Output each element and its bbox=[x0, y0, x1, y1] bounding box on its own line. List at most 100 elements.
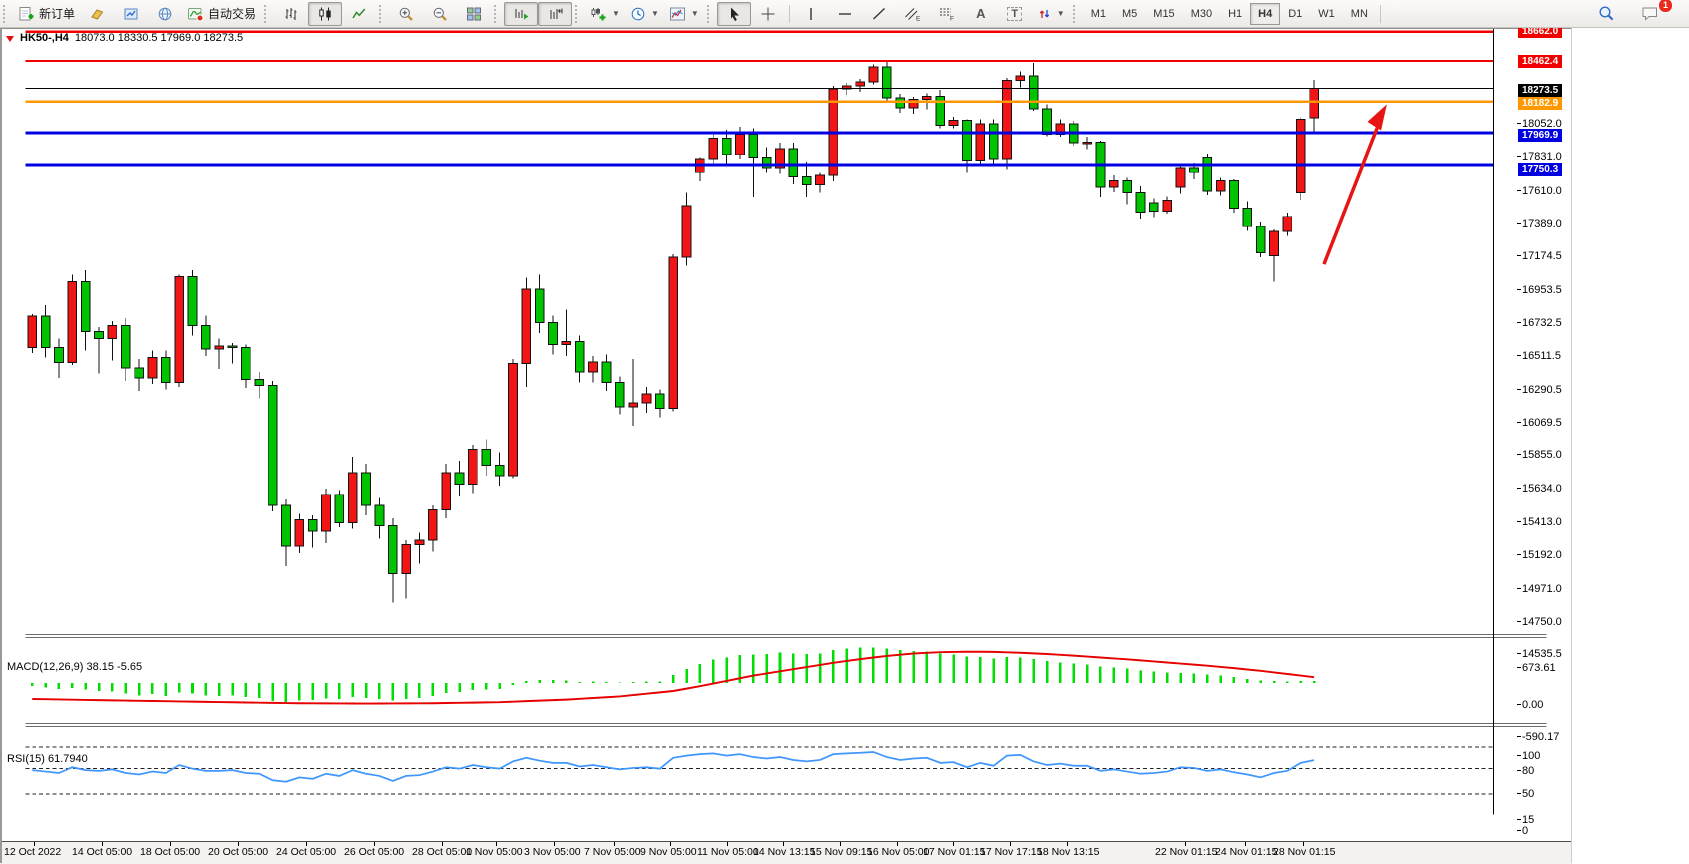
time-tick-mark bbox=[1303, 842, 1304, 846]
price-tick: 14535.5 bbox=[1517, 648, 1562, 661]
trendline-button[interactable] bbox=[862, 2, 896, 26]
price-tick: 16069.5 bbox=[1517, 416, 1562, 429]
arrows-tool-icon bbox=[1037, 6, 1052, 22]
timeframe-button-mn[interactable]: MN bbox=[1350, 7, 1368, 20]
timeframe-button-h1[interactable]: H1 bbox=[1228, 7, 1243, 20]
toolbar-grip bbox=[379, 4, 384, 23]
autotrading-icon bbox=[187, 6, 204, 22]
time-tick-label: 18 Nov 13:15 bbox=[1037, 846, 1100, 858]
price-tick: 14971.0 bbox=[1517, 582, 1562, 595]
new-chart-dropdown[interactable]: ▼ bbox=[585, 2, 625, 26]
chat-button[interactable]: 1 bbox=[1633, 0, 1673, 26]
price-level-badge-red: 18462.4 bbox=[1518, 55, 1563, 69]
rsi-line bbox=[32, 751, 1315, 783]
horizontal-line-icon bbox=[837, 6, 853, 22]
tile-windows-button[interactable] bbox=[457, 2, 491, 26]
rsi-tick: 50 bbox=[1516, 787, 1535, 800]
time-tick-label: 1 Nov 05:00 bbox=[466, 846, 523, 858]
equidistant-channel-button[interactable]: E bbox=[896, 2, 930, 26]
time-tick-mark bbox=[306, 842, 307, 846]
price-level-badge-blue: 17750.3 bbox=[1518, 162, 1563, 176]
time-tick-mark bbox=[727, 842, 728, 846]
time-tick-label: 26 Oct 05:00 bbox=[344, 846, 405, 858]
toolbar-grip bbox=[3, 4, 8, 23]
symbol-period-label: HK50-,H4 bbox=[20, 32, 69, 44]
price-tick: 15855.0 bbox=[1517, 449, 1562, 462]
price-tick: 17389.0 bbox=[1517, 217, 1562, 230]
timeframe-button-w1[interactable]: W1 bbox=[1318, 7, 1335, 20]
new-order-button[interactable]: 新订单 bbox=[13, 2, 80, 26]
text-tool-button[interactable]: A bbox=[964, 2, 998, 26]
autotrading-button[interactable]: 自动交易 bbox=[182, 2, 261, 26]
timeframe-button-m5[interactable]: M5 bbox=[1122, 7, 1138, 20]
text-label-icon: T bbox=[1007, 6, 1023, 21]
text-label-tool-button[interactable]: T bbox=[998, 2, 1032, 26]
time-tick-label: 9 Nov 05:00 bbox=[640, 846, 697, 858]
price-tick: 16511.5 bbox=[1517, 350, 1561, 363]
timeframe-button-h4[interactable]: H4 bbox=[1250, 2, 1281, 25]
time-tick-mark bbox=[1185, 842, 1186, 846]
zoom-in-button[interactable] bbox=[389, 2, 423, 26]
time-axis[interactable]: 12 Oct 2022 14 Oct 05:00 18 Oct 05:00 20 Oc… bbox=[0, 841, 1572, 864]
timeframe-group: M1 M5 M15 M30 H1 H4 D1 W1 MN bbox=[1083, 2, 1376, 25]
time-tick-mark bbox=[496, 842, 497, 846]
bar-chart-button[interactable] bbox=[274, 2, 308, 26]
price-level-badge-bid: 18273.5 bbox=[1518, 83, 1563, 97]
chart-canvas[interactable] bbox=[0, 28, 1572, 863]
rsi-tick: 15 bbox=[1516, 813, 1535, 826]
timeframe-button-d1[interactable]: D1 bbox=[1288, 7, 1303, 20]
blue-window-button[interactable] bbox=[114, 2, 148, 26]
toolbar-separator bbox=[788, 4, 790, 23]
time-tick-label: 14 Oct 05:00 bbox=[72, 846, 133, 858]
gold-panel-button[interactable] bbox=[80, 2, 114, 26]
time-tick-mark bbox=[374, 842, 375, 846]
time-tick-label: 17 Nov 01:15 bbox=[923, 846, 986, 858]
template-dropdown[interactable]: ▼ bbox=[664, 2, 704, 26]
toolbar-right-group: 1 bbox=[1589, 0, 1689, 26]
timeframe-button-m30[interactable]: M30 bbox=[1190, 7, 1213, 20]
arrows-dropdown[interactable]: ▼ bbox=[1032, 2, 1070, 26]
trendline-icon bbox=[871, 6, 887, 22]
crosshair-button[interactable] bbox=[751, 2, 785, 26]
window-right-edge bbox=[1571, 28, 1572, 863]
bar-chart-icon bbox=[283, 6, 299, 22]
time-tick-label: 17 Nov 17:15 bbox=[980, 846, 1043, 858]
time-tick-mark bbox=[102, 842, 103, 846]
time-tick-label: 3 Nov 05:00 bbox=[524, 846, 581, 858]
horizontal-line-button[interactable] bbox=[828, 2, 862, 26]
autotrading-label: 自动交易 bbox=[208, 7, 257, 21]
ohlc-values: 18073.0 18330.5 17969.0 18273.5 bbox=[74, 32, 244, 44]
cursor-button[interactable] bbox=[716, 1, 751, 26]
auto-scroll-button[interactable] bbox=[504, 1, 539, 26]
fibonacci-button[interactable]: F bbox=[930, 2, 964, 26]
trend-arrow-annotation[interactable] bbox=[1322, 104, 1387, 265]
candlestick-chart-button[interactable] bbox=[308, 1, 343, 26]
zoom-out-button[interactable] bbox=[423, 2, 457, 26]
price-tick: 16732.5 bbox=[1517, 317, 1562, 329]
line-chart-button[interactable] bbox=[342, 2, 376, 26]
chat-icon bbox=[1641, 5, 1659, 22]
macd-histogram bbox=[31, 647, 1316, 703]
period-dropdown[interactable]: ▼ bbox=[625, 2, 664, 26]
time-tick-mark bbox=[170, 842, 171, 846]
price-tick: 17174.5 bbox=[1517, 250, 1562, 263]
vertical-line-button[interactable] bbox=[794, 2, 828, 26]
price-level-badge-orange: 18182.9 bbox=[1518, 97, 1563, 111]
chevron-down-icon: ▼ bbox=[650, 9, 659, 18]
timeframe-button-m15[interactable]: M15 bbox=[1153, 7, 1175, 20]
chart-title-row: HK50-,H4 18073.0 18330.5 17969.0 18273.5 bbox=[6, 32, 243, 44]
globe-button[interactable] bbox=[148, 2, 182, 26]
toolbar-grip bbox=[494, 4, 499, 23]
chart-shift-button[interactable] bbox=[538, 1, 573, 26]
template-icon bbox=[669, 6, 686, 22]
toolbar-grip bbox=[575, 4, 580, 23]
timeframe-button-m1[interactable]: M1 bbox=[1090, 7, 1106, 20]
search-button[interactable] bbox=[1589, 2, 1623, 26]
svg-text:E: E bbox=[916, 15, 921, 22]
macd-tick: 0.00 bbox=[1516, 699, 1544, 711]
blue-window-icon bbox=[123, 6, 139, 22]
toolbar-grip bbox=[1072, 4, 1078, 23]
crosshair-icon bbox=[760, 6, 776, 22]
candles-series bbox=[27, 62, 1319, 603]
price-tick: 15192.0 bbox=[1517, 549, 1562, 562]
